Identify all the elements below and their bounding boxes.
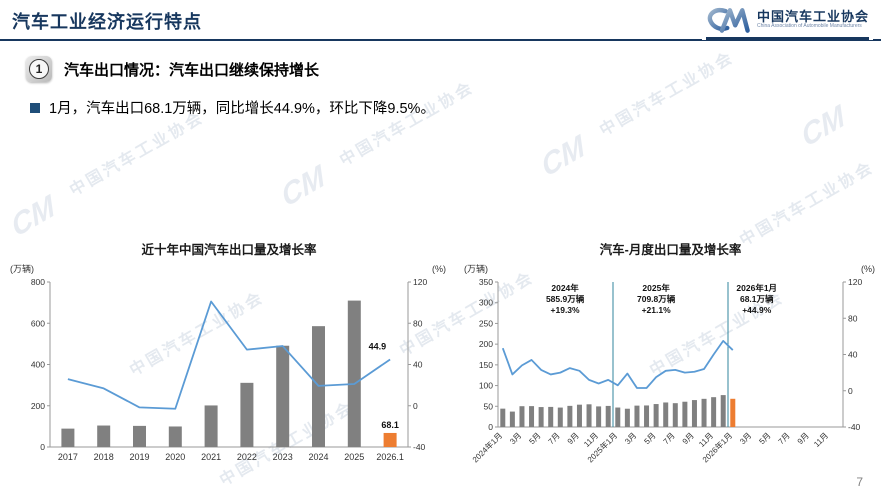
svg-text:120: 120 bbox=[413, 277, 427, 287]
svg-text:250: 250 bbox=[479, 318, 493, 328]
key-point-text: 1月，汽车出口68.1万辆，同比增长44.9%，环比下降9.5%。 bbox=[49, 101, 435, 117]
org-name-cn: 中国汽车工业协会 bbox=[756, 9, 869, 25]
svg-text:近十年中国汽车出口量及增长率: 近十年中国汽车出口量及增长率 bbox=[141, 242, 317, 257]
watermark: 中国汽车工业协会 bbox=[337, 78, 478, 170]
svg-text:7月: 7月 bbox=[662, 431, 677, 446]
svg-text:7月: 7月 bbox=[547, 431, 562, 446]
annual-export-chart-panel: 近十年中国汽车出口量及增长率 (万辆) (%) 0 200 400 600 800 -40 0 40… bbox=[8, 238, 448, 478]
svg-text:709.8万辆: 709.8万辆 bbox=[637, 294, 676, 304]
svg-text:350: 350 bbox=[479, 277, 493, 287]
svg-text:2024年: 2024年 bbox=[551, 283, 579, 293]
svg-text:0: 0 bbox=[848, 386, 853, 396]
key-point: 1月，汽车出口68.1万辆，同比增长44.9%，环比下降9.5%。 bbox=[30, 97, 435, 118]
svg-text:9月: 9月 bbox=[681, 431, 696, 446]
monthly-export-chart-panel: 汽车-月度出口量及增长率 (万辆) (%) 0 50 100 150 200 250 300 350… bbox=[462, 238, 877, 478]
watermark: 中国汽车工业协会 bbox=[67, 108, 208, 200]
cm-watermark-icon: CM bbox=[277, 158, 329, 215]
svg-text:2018: 2018 bbox=[94, 452, 114, 462]
section-number-badge: 1 bbox=[26, 56, 52, 82]
svg-text:3月: 3月 bbox=[508, 431, 523, 446]
svg-text:68.1: 68.1 bbox=[381, 420, 399, 430]
svg-text:-40: -40 bbox=[848, 422, 861, 432]
svg-text:200: 200 bbox=[479, 339, 493, 349]
section-title-sub: 汽车出口继续保持增长 bbox=[169, 61, 320, 79]
svg-text:800: 800 bbox=[31, 277, 45, 287]
watermark: 中国汽车工业协会 bbox=[737, 158, 878, 250]
svg-text:2026.1: 2026.1 bbox=[376, 452, 404, 462]
section-heading: 1 汽车出口情况：汽车出口继续保持增长 bbox=[26, 56, 319, 82]
svg-text:400: 400 bbox=[31, 360, 45, 370]
svg-text:2024年1月: 2024年1月 bbox=[470, 430, 504, 464]
svg-text:80: 80 bbox=[848, 313, 858, 323]
svg-text:5月: 5月 bbox=[757, 431, 772, 446]
monthly-export-chart: 汽车-月度出口量及增长率 (万辆) (%) 0 50 100 150 200 250 300 350… bbox=[464, 242, 875, 464]
svg-text:150: 150 bbox=[479, 360, 493, 370]
svg-text:0: 0 bbox=[40, 442, 45, 452]
svg-text:2022: 2022 bbox=[237, 452, 257, 462]
bullet-square-icon bbox=[30, 102, 40, 113]
svg-text:(万辆): (万辆) bbox=[10, 263, 34, 274]
svg-text:40: 40 bbox=[413, 360, 423, 370]
header-divider bbox=[0, 39, 881, 41]
svg-text:2019: 2019 bbox=[129, 452, 149, 462]
svg-text:(%): (%) bbox=[861, 264, 875, 274]
svg-text:100: 100 bbox=[479, 381, 493, 391]
svg-text:3月: 3月 bbox=[623, 431, 638, 446]
svg-text:80: 80 bbox=[413, 318, 423, 328]
svg-text:7月: 7月 bbox=[777, 431, 792, 446]
svg-text:(%): (%) bbox=[432, 264, 446, 274]
svg-text:2020: 2020 bbox=[165, 452, 185, 462]
svg-text:2023: 2023 bbox=[273, 452, 293, 462]
svg-text:11月: 11月 bbox=[812, 431, 830, 449]
svg-text:9月: 9月 bbox=[796, 431, 811, 446]
svg-text:0: 0 bbox=[413, 401, 418, 411]
svg-text:50: 50 bbox=[484, 401, 494, 411]
svg-text:3月: 3月 bbox=[738, 431, 753, 446]
svg-text:汽车-月度出口量及增长率: 汽车-月度出口量及增长率 bbox=[600, 242, 742, 257]
svg-text:44.9: 44.9 bbox=[369, 341, 387, 351]
svg-text:9月: 9月 bbox=[566, 431, 581, 446]
svg-text:200: 200 bbox=[31, 401, 45, 411]
logo-underline bbox=[705, 37, 869, 40]
annual-export-chart: 近十年中国汽车出口量及增长率 (万辆) (%) 0 200 400 600 800 -40 0 40… bbox=[10, 242, 446, 462]
svg-text:2025: 2025 bbox=[344, 452, 364, 462]
svg-text:40: 40 bbox=[848, 350, 858, 360]
svg-text:300: 300 bbox=[479, 298, 493, 308]
svg-text:2021: 2021 bbox=[201, 452, 221, 462]
svg-text:2024: 2024 bbox=[308, 452, 328, 462]
svg-text:+44.9%: +44.9% bbox=[742, 305, 772, 315]
svg-text:2017: 2017 bbox=[58, 452, 78, 462]
svg-text:+21.1%: +21.1% bbox=[642, 305, 672, 315]
svg-text:(万辆): (万辆) bbox=[464, 263, 488, 274]
section-title-main: 汽车出口情况： bbox=[64, 61, 170, 79]
svg-text:585.9万辆: 585.9万辆 bbox=[546, 294, 585, 304]
svg-text:2025年: 2025年 bbox=[642, 283, 670, 293]
cm-watermark-icon: CM bbox=[537, 128, 589, 185]
svg-text:120: 120 bbox=[848, 277, 862, 287]
cm-logo-icon bbox=[707, 8, 750, 33]
svg-text:68.1万辆: 68.1万辆 bbox=[740, 294, 774, 304]
svg-text:2026年1月: 2026年1月 bbox=[736, 283, 777, 293]
cm-watermark-icon: CM bbox=[797, 98, 849, 155]
watermark: 中国汽车工业协会 bbox=[597, 48, 738, 140]
svg-text:0: 0 bbox=[488, 422, 493, 432]
svg-text:-40: -40 bbox=[413, 442, 426, 452]
svg-text:600: 600 bbox=[31, 318, 45, 328]
charts-row: 近十年中国汽车出口量及增长率 (万辆) (%) 0 200 400 600 800 -40 0 40… bbox=[8, 238, 877, 478]
org-logo: 中国汽车工业协会 China Association of Automobile… bbox=[701, 4, 873, 40]
section-number: 1 bbox=[29, 59, 49, 79]
svg-text:5月: 5月 bbox=[642, 431, 657, 446]
svg-text:5月: 5月 bbox=[527, 431, 542, 446]
svg-text:+19.3%: +19.3% bbox=[551, 305, 581, 315]
section-title: 汽车出口情况：汽车出口继续保持增长 bbox=[64, 59, 319, 80]
page-number: 7 bbox=[856, 475, 863, 489]
page-title: 汽车工业经济运行特点 bbox=[12, 12, 202, 32]
cm-watermark-icon: CM bbox=[7, 188, 59, 245]
org-name-en: China Association of Automobile Manufact… bbox=[756, 23, 862, 30]
